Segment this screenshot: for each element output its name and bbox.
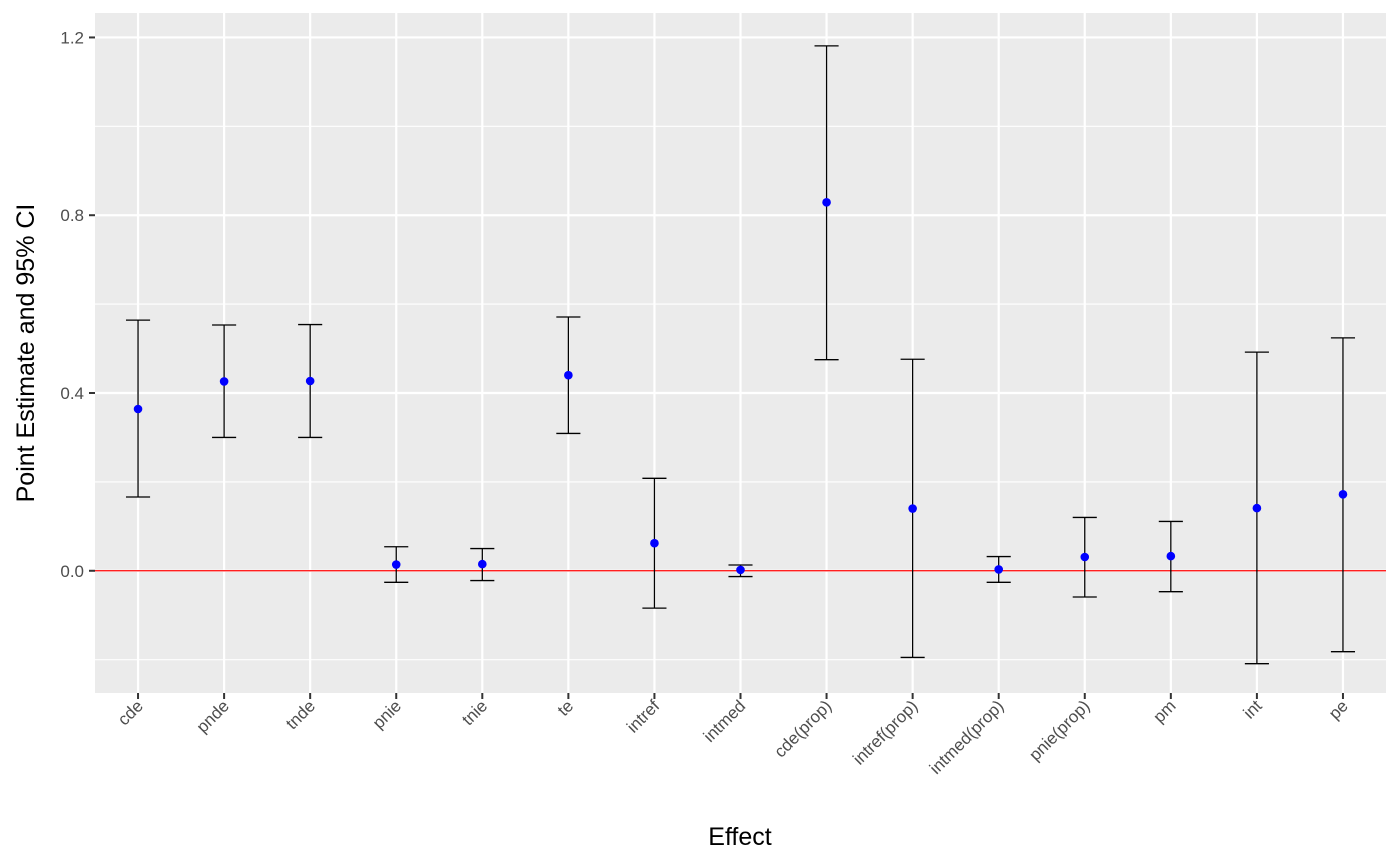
x-tick-label: tnie	[458, 696, 491, 729]
point-estimate	[736, 565, 745, 575]
y-tick-label: 0.8	[60, 206, 84, 225]
point-estimate	[391, 560, 401, 569]
x-tick-label: pm	[1150, 696, 1180, 726]
point-estimate	[822, 198, 831, 207]
x-tick-label: pnde	[193, 696, 233, 736]
point-estimate	[219, 377, 229, 386]
x-tick-label: intref	[623, 696, 663, 736]
y-tick-label: 0.0	[60, 562, 84, 581]
x-axis-title: Effect	[708, 823, 772, 851]
y-tick-label: 1.2	[60, 28, 84, 47]
point-estimate	[478, 559, 487, 569]
x-tick-label: intmed(prop)	[926, 696, 1008, 778]
y-axis-title: Point Estimate and 95% CI	[12, 204, 40, 503]
x-tick-label: cde(prop)	[771, 696, 836, 761]
point-estimate	[564, 370, 573, 380]
point-estimate	[908, 504, 917, 513]
point-estimate	[305, 376, 315, 386]
point-estimate	[650, 538, 659, 548]
x-tick-label: te	[554, 696, 577, 719]
x-tick-label: intmed	[700, 696, 750, 746]
x-tick-label: pe	[1325, 696, 1352, 723]
point-estimate	[133, 404, 143, 414]
x-tick-label: pnie	[369, 696, 405, 732]
x-tick-label: intref(prop)	[849, 696, 921, 768]
x-tick-label: pnie(prop)	[1025, 696, 1093, 764]
y-tick-label: 0.4	[60, 384, 84, 403]
x-tick-label: tnde	[282, 696, 319, 733]
point-estimate	[1252, 503, 1262, 513]
point-estimate	[994, 565, 1003, 574]
y-axis: 0.0 0.4 0.8 1.2	[60, 28, 95, 581]
point-estimate	[1338, 490, 1348, 499]
x-axis: cde pnde tnde pnie tnie te intref intmed cde(pro…	[114, 693, 1352, 778]
point-estimate	[1166, 551, 1176, 561]
point-estimates	[133, 198, 1348, 575]
point-estimate	[1080, 552, 1090, 562]
x-tick-label: int	[1240, 696, 1266, 722]
x-tick-label: cde	[114, 696, 147, 729]
